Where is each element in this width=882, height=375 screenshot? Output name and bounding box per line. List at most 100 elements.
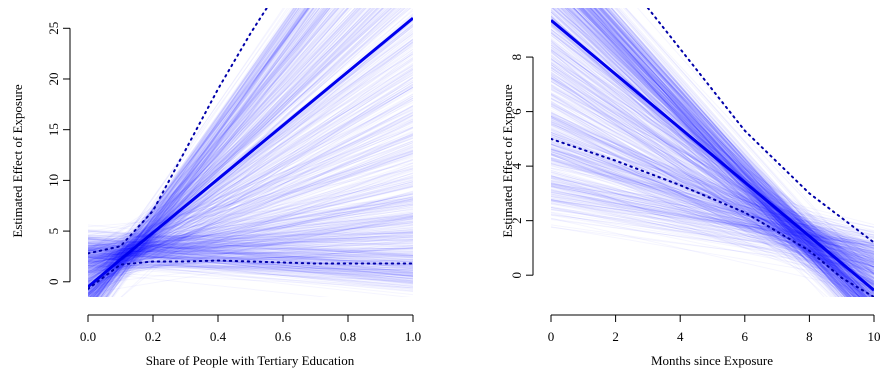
simulation-line xyxy=(88,232,413,263)
simulation-line xyxy=(578,8,856,297)
simulation-line xyxy=(591,8,850,297)
simulation-line xyxy=(88,8,376,291)
simulation-line xyxy=(551,209,874,259)
simulation-line xyxy=(88,8,329,288)
simulation-line xyxy=(88,224,413,256)
simulation-line xyxy=(88,184,413,261)
simulation-line xyxy=(551,218,874,264)
simulation-line xyxy=(586,8,846,297)
simulation-line xyxy=(95,8,303,297)
simulation-line xyxy=(88,198,413,268)
simulation-line xyxy=(551,226,874,282)
simulation-line xyxy=(551,207,874,275)
simulation-line xyxy=(551,149,874,280)
simulation-line xyxy=(555,8,874,280)
simulation-line xyxy=(551,129,874,258)
simulation-line xyxy=(551,69,874,296)
simulation-line xyxy=(88,264,413,271)
simulation-line xyxy=(551,74,857,297)
simulation-line xyxy=(551,188,874,247)
simulation-line xyxy=(551,8,874,296)
simulation-line xyxy=(88,126,413,254)
simulation-line xyxy=(551,201,874,252)
simulation-line xyxy=(88,105,413,284)
simulation-line xyxy=(551,80,874,276)
simulation-line xyxy=(604,8,864,297)
simulation-line xyxy=(551,120,874,266)
simulation-line xyxy=(88,231,413,247)
simulation-line xyxy=(88,241,413,255)
simulation-line xyxy=(105,8,366,297)
simulation-line xyxy=(551,104,874,297)
simulation-line xyxy=(551,114,874,276)
simulation-line xyxy=(88,120,413,280)
simulation-line xyxy=(551,62,874,288)
simulation-line xyxy=(88,251,413,278)
simulation-line xyxy=(106,8,335,297)
simulation-line xyxy=(90,8,297,297)
simulation-line xyxy=(564,8,862,297)
simulation-line xyxy=(551,177,874,245)
simulation-line xyxy=(88,50,413,285)
simulation-line xyxy=(88,120,413,250)
simulation-line xyxy=(551,10,865,297)
simulation-line xyxy=(88,239,413,274)
x-axis: 0 2 4 6 8 10 xyxy=(548,314,881,344)
simulation-line xyxy=(580,8,871,297)
simulation-line xyxy=(103,8,326,297)
simulation-line xyxy=(88,209,413,252)
simulation-line xyxy=(88,66,413,283)
simulation-line xyxy=(88,242,413,273)
simulation-line xyxy=(88,79,413,270)
simulation-line xyxy=(551,56,874,287)
simulation-line xyxy=(88,32,413,294)
simulation-line xyxy=(88,220,413,249)
simulation-line xyxy=(551,71,874,269)
simulation-line xyxy=(556,8,844,297)
simulation-line xyxy=(88,241,413,277)
simulation-line xyxy=(88,8,314,297)
simulation-line xyxy=(88,241,413,269)
simulation-line xyxy=(88,8,359,292)
simulation-line xyxy=(88,162,413,274)
simulation-line xyxy=(88,246,413,271)
simulation-line xyxy=(551,184,874,249)
simulation-band xyxy=(551,8,874,297)
simulation-line xyxy=(88,232,413,259)
simulation-line xyxy=(572,8,852,297)
simulation-line xyxy=(581,8,848,297)
simulation-line xyxy=(551,144,874,251)
simulation-line xyxy=(567,8,869,297)
simulation-line xyxy=(88,8,314,282)
simulation-line xyxy=(551,86,874,260)
simulation-line xyxy=(88,30,413,282)
simulation-line xyxy=(88,255,413,261)
simulation-line xyxy=(88,222,413,261)
simulation-line xyxy=(551,44,874,274)
simulation-line xyxy=(551,41,874,277)
simulation-line xyxy=(88,8,331,297)
simulation-line xyxy=(551,64,874,275)
simulation-line xyxy=(88,234,413,238)
simulation-line xyxy=(577,8,859,297)
simulation-line xyxy=(88,8,395,297)
simulation-line xyxy=(88,62,413,288)
simulation-line xyxy=(88,256,413,259)
simulation-line xyxy=(551,164,874,265)
simulation-line xyxy=(88,135,413,256)
simulation-line xyxy=(88,204,413,261)
simulation-line xyxy=(551,111,874,276)
simulation-line xyxy=(88,249,413,264)
simulation-line xyxy=(551,49,874,275)
simulation-line xyxy=(551,154,874,255)
simulation-line xyxy=(551,199,874,261)
simulation-line xyxy=(551,148,874,263)
simulation-line xyxy=(551,156,874,251)
simulation-line xyxy=(551,22,873,297)
simulation-line xyxy=(551,149,874,247)
simulation-line xyxy=(88,8,412,271)
simulation-line xyxy=(582,8,874,294)
simulation-line xyxy=(105,8,308,297)
simulation-line xyxy=(551,206,874,263)
simulation-line xyxy=(551,54,873,297)
